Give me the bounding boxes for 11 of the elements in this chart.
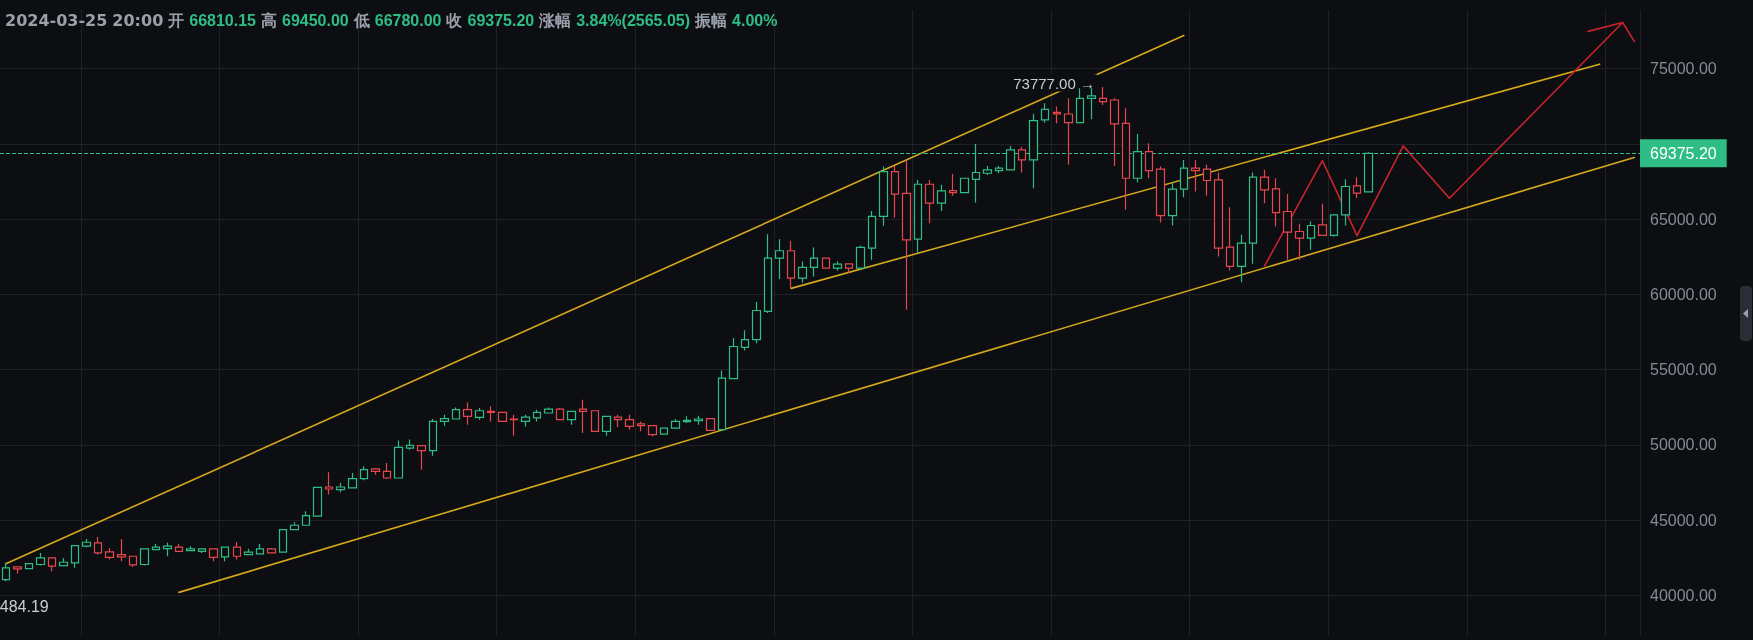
y-tick-label: 60000.00 bbox=[1650, 285, 1717, 303]
y-tick-label: 75000.00 bbox=[1650, 60, 1717, 78]
y-tick-label: 40000.00 bbox=[1650, 586, 1717, 604]
ref-line-label: 69375.20 bbox=[1650, 144, 1717, 162]
y-tick-label: 65000.00 bbox=[1650, 210, 1717, 228]
y-tick-label: 55000.00 bbox=[1650, 361, 1717, 379]
annotation: 73777.00 → bbox=[1013, 74, 1095, 92]
y-tick-label: 45000.00 bbox=[1650, 511, 1717, 529]
y-tick-label: 50000.00 bbox=[1650, 436, 1717, 454]
annotation: 484.19 bbox=[0, 597, 49, 615]
chart-title: 2024-03-25 20:00 开 66810.15 高 69450.00 低 66780.00 收 69375.20 涨幅 3.84%(2565.05) 振幅 4.00% bbox=[5, 10, 778, 30]
